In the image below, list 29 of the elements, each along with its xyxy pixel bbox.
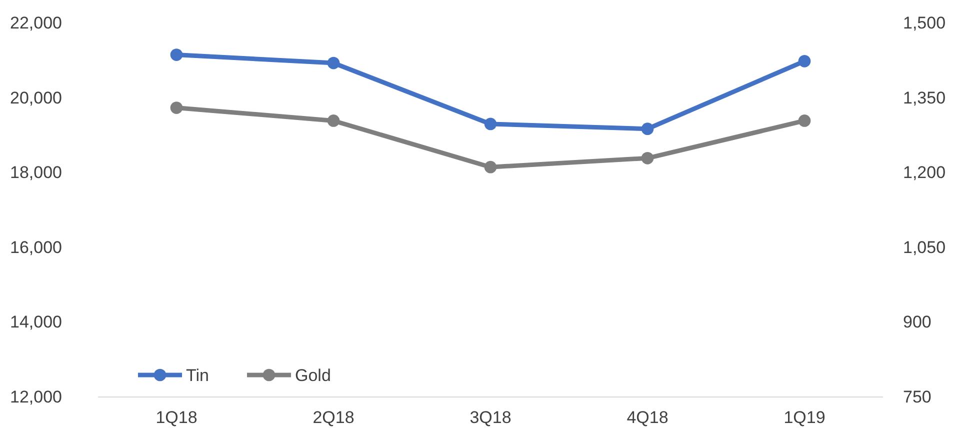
y2-tick-label: 1,350	[903, 88, 946, 108]
x-tick-label: 1Q18	[156, 408, 198, 428]
x-tick-label: 2Q18	[312, 408, 354, 428]
y-tick-label: 22,000	[10, 13, 62, 32]
point	[327, 56, 340, 70]
y-tick-label: 18,000	[10, 163, 62, 182]
y2-tick-label: 900	[903, 312, 932, 332]
y-tick-label: 16,000	[10, 238, 62, 257]
point	[327, 114, 340, 127]
y-tick-label: 12,000	[10, 387, 62, 406]
y2-tick-label: 1,050	[903, 238, 946, 257]
point	[170, 102, 183, 114]
point	[798, 114, 811, 127]
legend-label: Gold	[295, 366, 331, 385]
point	[170, 48, 183, 61]
legend-label: Tin	[186, 366, 209, 385]
y2-tick-label: 1,500	[903, 13, 946, 32]
y-tick-label: 20,000	[10, 88, 62, 108]
x-tick-label: 4Q18	[626, 408, 668, 428]
point	[484, 160, 497, 174]
y2-tick-label: 750	[903, 387, 932, 406]
x-tick-label: 1Q19	[784, 408, 826, 428]
x-tick-label: 3Q18	[470, 408, 512, 428]
y2-tick-label: 1,200	[903, 163, 946, 182]
point	[798, 54, 811, 68]
y-tick-label: 14,000	[10, 312, 62, 332]
point	[484, 118, 497, 130]
point	[641, 152, 654, 164]
point	[641, 122, 654, 136]
